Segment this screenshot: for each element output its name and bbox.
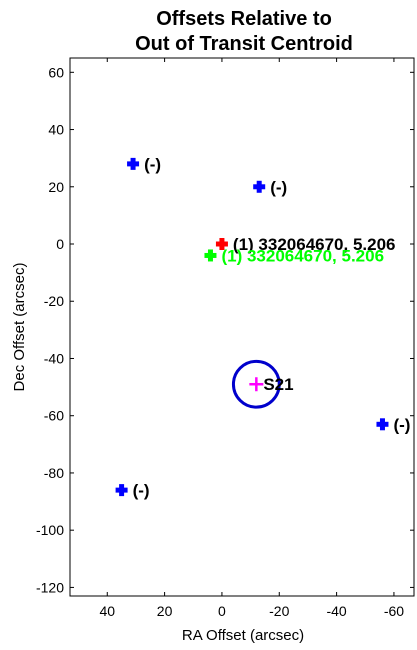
y-axis: 60 40 20 0 -20 -40 -60 -80 -100 -120 bbox=[36, 64, 414, 595]
plot-frame bbox=[69, 57, 415, 597]
y-tick-label: -120 bbox=[36, 579, 64, 595]
x-axis-label: RA Offset (arcsec) bbox=[182, 627, 304, 644]
point-label: (-) bbox=[393, 415, 410, 434]
y-tick-label: 0 bbox=[56, 236, 64, 252]
point-red: (1) 332064670, 5.206 bbox=[215, 235, 396, 254]
point-label: (-) bbox=[133, 481, 150, 500]
y-axis-label: Dec Offset (arcsec) bbox=[11, 263, 28, 392]
y-tick-label: -20 bbox=[44, 293, 64, 309]
point-blue-4: (-) bbox=[115, 481, 150, 500]
y-tick-label: 60 bbox=[48, 64, 64, 80]
y-tick-label: -40 bbox=[44, 350, 64, 366]
point-blue-3: (-) bbox=[376, 415, 410, 434]
x-tick-label: 20 bbox=[157, 603, 173, 619]
data-points: (-) (-) (-) (-) (1) 332064670, 5.206(1) 3320… bbox=[115, 155, 410, 500]
chart-title-line-2: Out of Transit Centroid bbox=[135, 33, 353, 55]
y-tick-label: -60 bbox=[44, 408, 64, 424]
point-blue-1: (-) bbox=[127, 155, 161, 174]
point-label: (-) bbox=[270, 178, 287, 197]
x-tick-label: 0 bbox=[218, 603, 226, 619]
aperture-circle bbox=[231, 359, 281, 409]
point-label: (-) bbox=[144, 155, 161, 174]
point-label: (1) 332064670, 5.206 bbox=[233, 235, 396, 254]
plot-area bbox=[69, 57, 415, 597]
x-tick-label: 40 bbox=[99, 603, 115, 619]
point-s21: S21 bbox=[231, 359, 294, 409]
point-label: (1) 332064670, 5.206 bbox=[221, 246, 384, 265]
chart-title-line-1: Offsets Relative to bbox=[156, 8, 332, 30]
x-tick-label: -40 bbox=[326, 603, 346, 619]
point-green: (1) 332064670, 5.206 bbox=[204, 246, 384, 265]
x-axis: 40 20 0 -20 -40 -60 bbox=[99, 58, 404, 619]
x-tick-label: -60 bbox=[384, 603, 404, 619]
point-blue-2: (-) bbox=[253, 178, 287, 197]
y-tick-label: -80 bbox=[44, 465, 64, 481]
y-tick-label: 20 bbox=[48, 179, 64, 195]
y-tick-label: -100 bbox=[36, 522, 64, 538]
point-label: S21 bbox=[263, 375, 293, 394]
y-tick-label: 40 bbox=[48, 122, 64, 138]
x-tick-label: -20 bbox=[269, 603, 289, 619]
